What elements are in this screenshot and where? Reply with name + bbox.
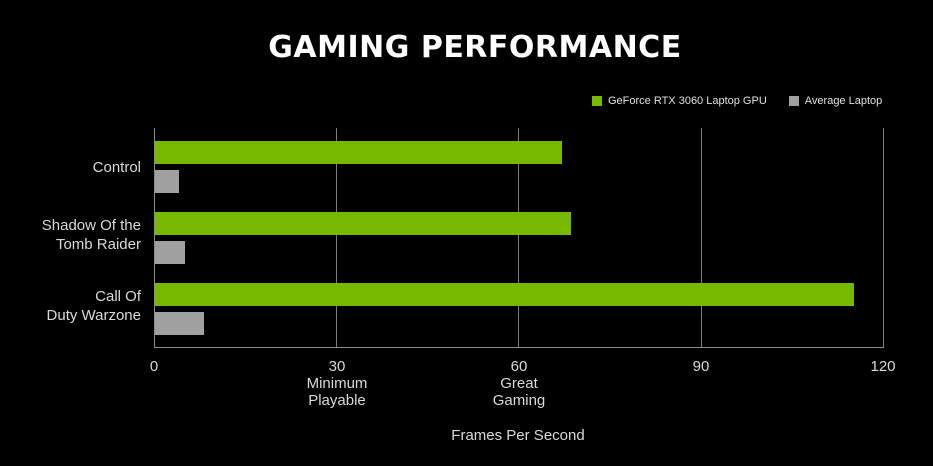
bar-average-laptop [155,170,179,193]
chart-title: GAMING PERFORMANCE [268,30,682,65]
tick-value: 120 [870,358,896,375]
tick-annotation: Minimum [306,375,368,392]
tick-value: 60 [510,358,528,375]
tick-value: 0 [149,358,159,375]
tick-value: 90 [692,358,710,375]
bar-rtx3060 [155,283,854,306]
bar-rtx3060 [155,212,571,235]
category-label-line: Shadow Of the [41,217,141,234]
gridline-120 [883,128,884,348]
legend: GeForce RTX 3060 Laptop GPU Average Lapt… [592,95,904,107]
legend-label: GeForce RTX 3060 Laptop GPU [608,95,767,107]
category-label-line: Tomb Raider [55,236,141,253]
x-tick-90: 90 [641,358,761,375]
legend-swatch-gray-icon [788,96,799,106]
category-label-shadow-of-the-tomb-raider: Shadow Of the Tomb Raider [0,216,141,254]
category-label-line: Control [92,159,141,176]
category-label-line: Call Of [95,288,141,305]
legend-item-average-laptop: Average Laptop [788,95,883,107]
tick-annotation: Playable [308,392,366,409]
x-tick-60: 60 Great Gaming [459,358,579,409]
bar-average-laptop [155,312,204,335]
tick-annotation: Great [500,375,538,392]
legend-item-rtx3060: GeForce RTX 3060 Laptop GPU [592,95,767,107]
x-tick-30: 30 Minimum Playable [277,358,397,409]
gridline-90 [701,128,702,348]
bar-average-laptop [155,241,185,264]
tick-annotation: Gaming [492,392,546,409]
legend-swatch-green-icon [592,96,602,106]
category-label-control: Control [0,158,141,177]
category-label-call-of-duty-warzone: Call Of Duty Warzone [0,287,141,325]
y-axis-line [154,128,155,348]
x-tick-120: 120 [823,358,933,375]
legend-label: Average Laptop [804,95,883,107]
x-axis-label: Frames Per Second [451,427,585,444]
x-tick-0: 0 [94,358,214,375]
tick-value: 30 [328,358,346,375]
plot-area [154,128,884,348]
gridline-30 [336,128,337,348]
category-label-line: Duty Warzone [46,307,141,324]
x-axis-line [154,347,884,348]
gridline-60 [518,128,519,348]
bar-rtx3060 [155,141,562,164]
